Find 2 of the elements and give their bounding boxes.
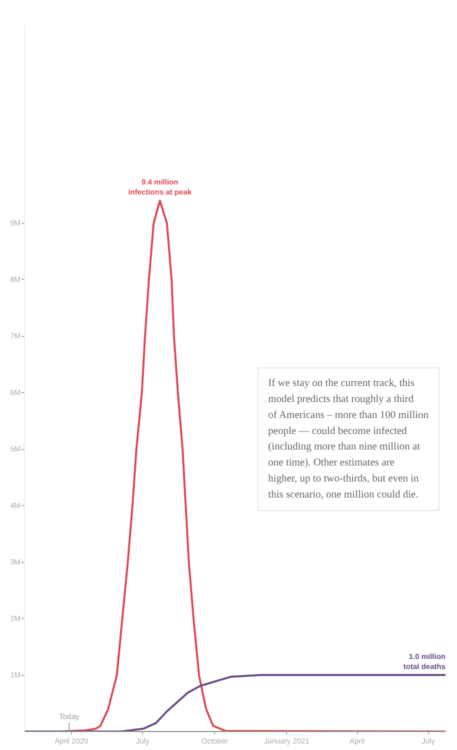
annotation: If we stay on the current track, this model predicts that roughly a third of Americans – more than 100 million people — could become infected (including more than nine million at one time). Other estimates are higher, up to two-thirds, but even in this scenario, one million could die. <box>268 378 430 501</box>
line-series <box>24 674 446 732</box>
